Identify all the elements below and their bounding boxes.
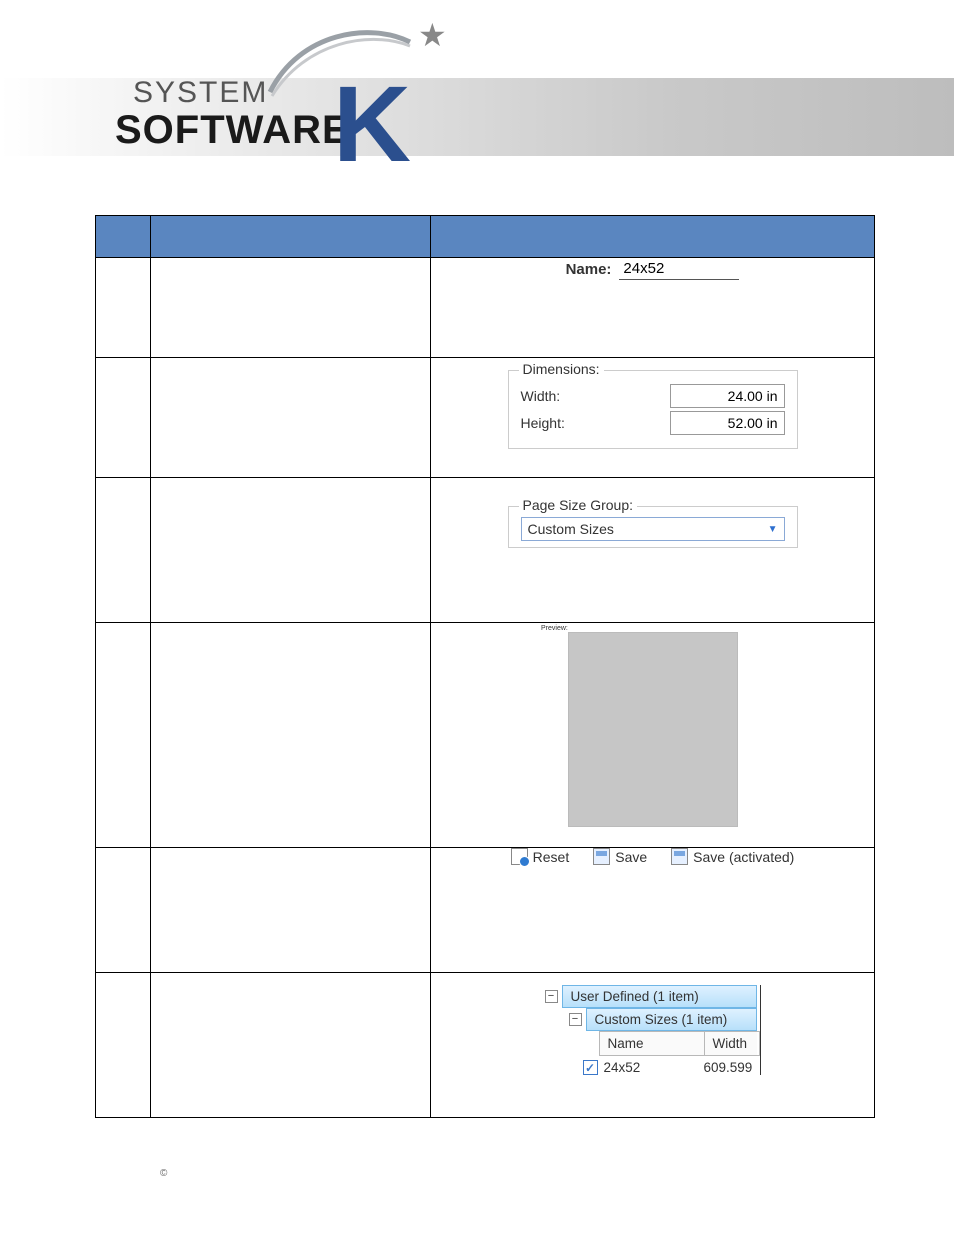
chevron-down-icon: ▼ [768,524,778,535]
page-size-group-legend: Page Size Group: [519,497,638,513]
reset-icon [511,848,528,865]
step-6-desc [151,973,431,1118]
tree-column-headers: Name Width [599,1031,760,1056]
th-step [96,216,151,258]
save-activated-label: Save (activated) [693,849,794,865]
tree-item-name: 24x52 [604,1060,704,1075]
star-icon: ★ [418,16,447,54]
collapse-icon[interactable]: − [545,990,558,1003]
save-icon [671,848,688,865]
width-input[interactable] [670,384,785,408]
step-4-desc [151,623,431,848]
save-button[interactable]: Save [593,848,647,865]
step-5-desc [151,848,431,973]
th-shot [431,216,875,258]
size-tree: − User Defined (1 item) − Custom Sizes (… [545,985,761,1075]
copyright-mark: © [160,1168,167,1179]
page-header: SYSTEM SOFTWARE ★ K [0,0,954,170]
col-width-header: Width [705,1032,757,1055]
page-size-group: Page Size Group: Custom Sizes ▼ [508,506,798,548]
tree-item-width: 609.599 [704,1060,760,1075]
step-3-shot: Page Size Group: Custom Sizes ▼ [431,478,875,623]
steps-table: Name: Dimensions: Width: Height: [95,215,875,1118]
name-input[interactable] [619,258,739,280]
step-1-num [96,258,151,358]
step-2-shot: Dimensions: Width: Height: [431,358,875,478]
collapse-icon[interactable]: − [569,1013,582,1026]
logo-letter: K [333,70,411,178]
col-name-header: Name [600,1032,705,1055]
save-icon [593,848,610,865]
step-6-num [96,973,151,1118]
step-3-num [96,478,151,623]
tree-group-custom-sizes[interactable]: − Custom Sizes (1 item) [569,1008,760,1031]
step-5-shot: Reset Save Save (activated) [431,848,875,973]
step-5-num [96,848,151,973]
preview-panel [568,632,738,827]
brand-logo: SYSTEM SOFTWARE ★ K [115,20,415,170]
height-input[interactable] [670,411,785,435]
tree-group-user-defined[interactable]: − User Defined (1 item) [545,985,760,1008]
logo-system-text: SYSTEM [133,76,268,110]
width-label: Width: [521,388,561,404]
page-size-group-value: Custom Sizes [528,521,614,537]
step-2-desc [151,358,431,478]
reset-button[interactable]: Reset [511,848,570,865]
dimensions-legend: Dimensions: [519,361,604,377]
step-1-shot: Name: [431,258,875,358]
step-1-desc [151,258,431,358]
logo-mark: ★ K [300,22,430,172]
dimensions-group: Dimensions: Width: Height: [508,370,798,449]
tree-group-label: Custom Sizes (1 item) [586,1008,757,1031]
th-desc [151,216,431,258]
preview-legend: Preview: [541,625,568,632]
tree-row[interactable]: ✓ 24x52 609.599 [583,1060,760,1075]
name-label: Name: [566,261,612,278]
step-2-num [96,358,151,478]
save-label: Save [615,849,647,865]
tree-group-label: User Defined (1 item) [562,985,757,1008]
page-size-group-combo[interactable]: Custom Sizes ▼ [521,517,785,541]
step-6-shot: − User Defined (1 item) − Custom Sizes (… [431,973,875,1118]
checkbox-checked-icon[interactable]: ✓ [583,1060,598,1075]
height-label: Height: [521,415,565,431]
step-4-num [96,623,151,848]
step-3-desc [151,478,431,623]
step-4-shot: Preview: [431,623,875,848]
reset-label: Reset [533,849,570,865]
save-activated-button[interactable]: Save (activated) [671,848,794,865]
